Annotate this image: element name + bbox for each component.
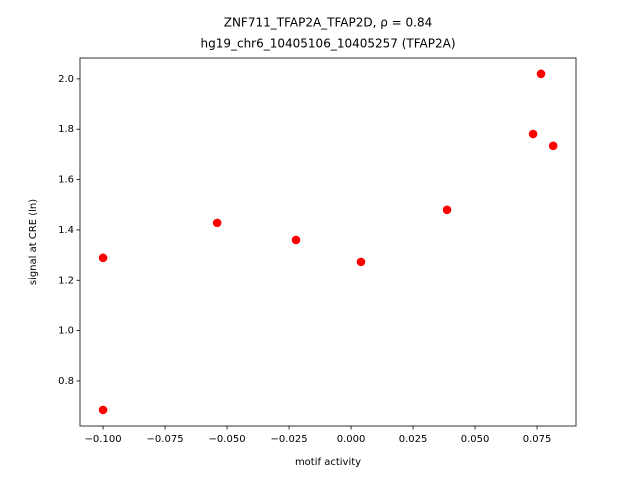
x-axis-label: motif activity xyxy=(295,457,361,468)
y-tick-label: 1.0 xyxy=(58,326,74,337)
x-tick-label: 0.050 xyxy=(461,434,490,445)
x-tick-label: −0.025 xyxy=(271,434,308,445)
x-tick-label: −0.050 xyxy=(209,434,246,445)
point xyxy=(536,69,546,79)
point xyxy=(356,257,366,267)
y-tick-label: 2.0 xyxy=(58,74,74,85)
x-tick-label: 0.000 xyxy=(337,434,366,445)
point xyxy=(442,205,452,215)
x-tick-label: −0.075 xyxy=(147,434,184,445)
y-tick-label: 0.8 xyxy=(58,376,74,387)
chart-subtitle: hg19_chr6_10405106_10405257 (TFAP2A) xyxy=(200,37,455,51)
y-tick-label: 1.4 xyxy=(58,225,74,236)
point xyxy=(291,235,301,245)
x-tick-label: 0.025 xyxy=(399,434,428,445)
point xyxy=(98,253,108,263)
y-tick-label: 1.8 xyxy=(58,124,74,135)
y-tick-label: 1.2 xyxy=(58,275,74,286)
axes-frame xyxy=(79,57,577,427)
point xyxy=(528,129,538,139)
y-tick-label: 1.6 xyxy=(58,175,74,186)
point xyxy=(98,405,108,415)
chart-title: ZNF711_TFAP2A_TFAP2D, ρ = 0.84 xyxy=(224,16,433,30)
point xyxy=(548,141,558,151)
x-tick-label: 0.075 xyxy=(523,434,552,445)
point xyxy=(212,218,222,228)
y-axis-label: signal at CRE (ln) xyxy=(28,199,39,285)
x-tick-label: −0.100 xyxy=(85,434,122,445)
